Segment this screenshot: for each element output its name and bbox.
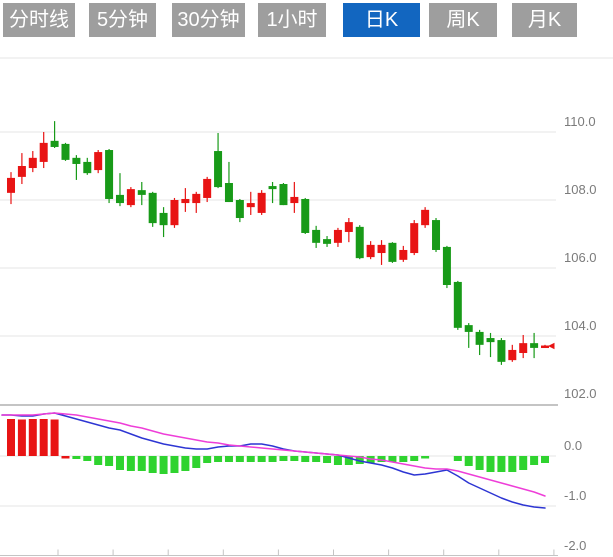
x-axis	[0, 549, 558, 556]
dea-line	[1, 412, 546, 497]
tab-1hour[interactable]: 1小时	[258, 3, 326, 37]
macd-histogram	[7, 419, 550, 474]
y-axis-label: 0.0	[564, 438, 582, 453]
dif-line	[1, 412, 546, 509]
tab-monthly-k[interactable]: 月K	[512, 3, 577, 37]
y-axis-labels: 110.0 108.0 106.0 104.0 102.0 0.0 -1.0 -2.0	[564, 114, 597, 553]
y-axis-label: 106.0	[564, 250, 597, 265]
last-price-marker	[548, 342, 555, 350]
tab-weekly-k[interactable]: 周K	[429, 3, 497, 37]
y-axis-label: 104.0	[564, 318, 597, 333]
y-axis-label: 102.0	[564, 386, 597, 401]
gridlines	[0, 57, 613, 507]
tab-5min[interactable]: 5分钟	[89, 3, 156, 37]
candles	[7, 121, 550, 365]
tab-timeline[interactable]: 分时线	[3, 3, 75, 37]
tab-daily-k[interactable]: 日K	[343, 3, 420, 37]
interval-tabs: 分时线 5分钟 30分钟 1小时 日K 周K 月K	[0, 0, 613, 46]
y-axis-label: -1.0	[564, 488, 586, 503]
tab-30min[interactable]: 30分钟	[172, 3, 245, 37]
y-axis-label: 110.0	[564, 114, 596, 129]
y-axis-label: 108.0	[564, 182, 597, 197]
y-axis-label: -2.0	[564, 538, 586, 553]
